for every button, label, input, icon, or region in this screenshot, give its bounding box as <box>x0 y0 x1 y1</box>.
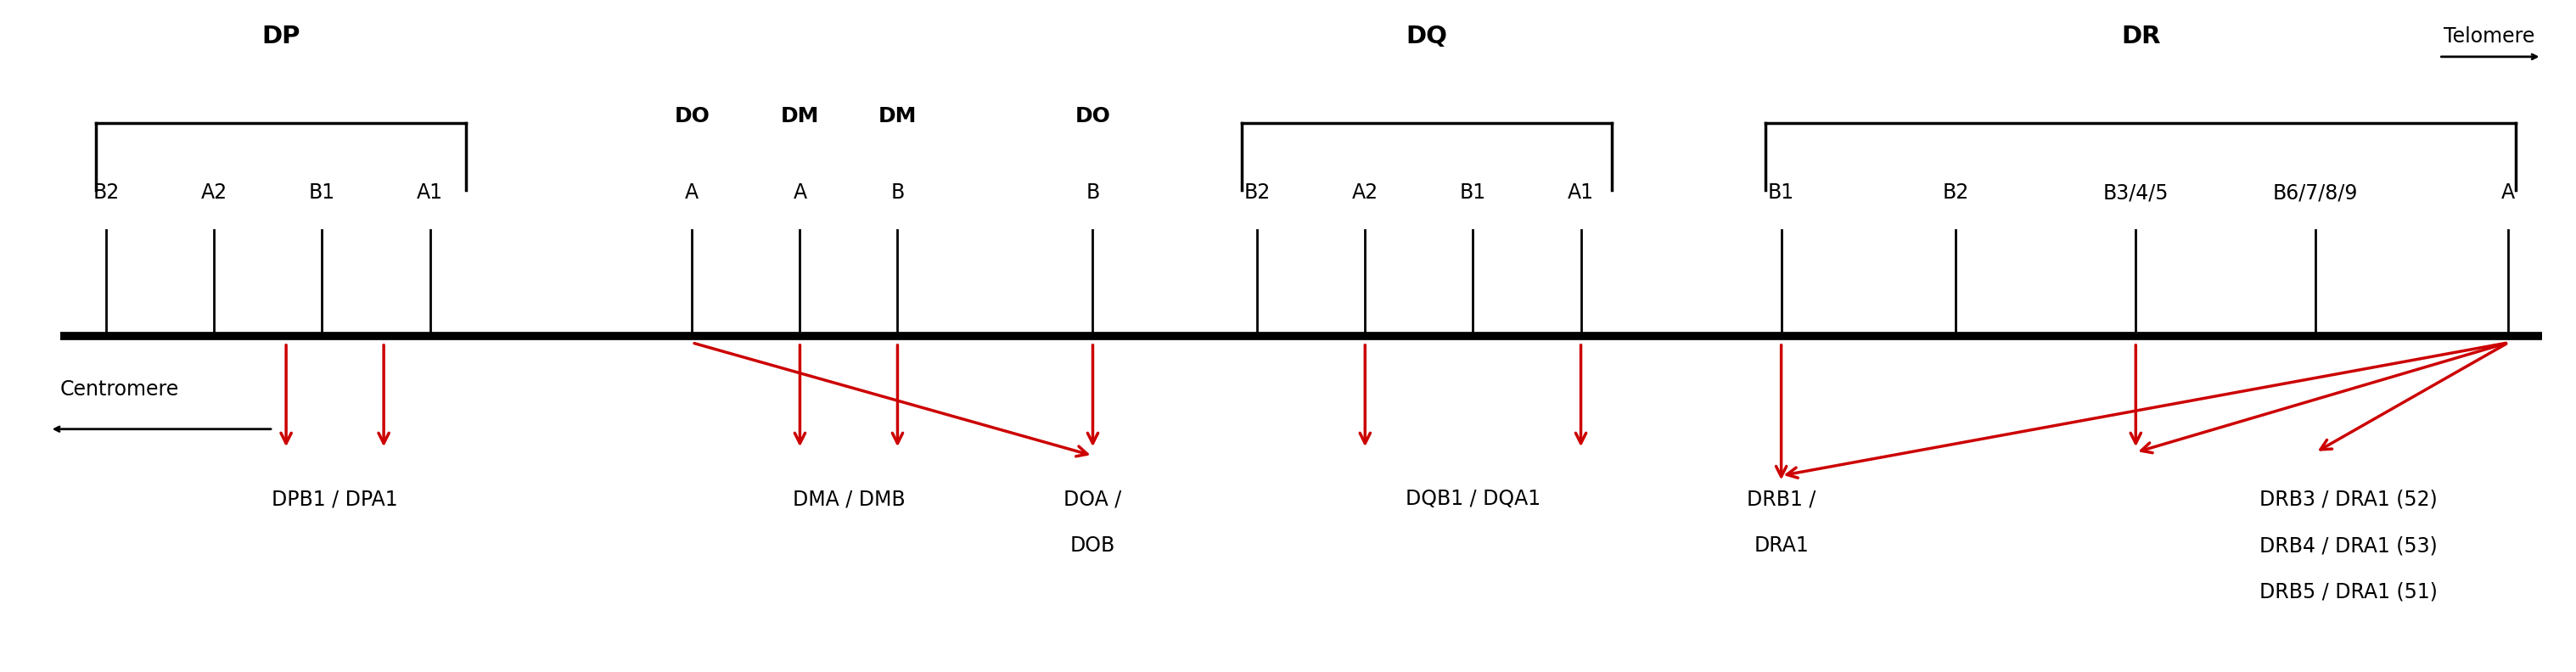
Text: Telomere: Telomere <box>2445 27 2535 47</box>
Text: DOA /: DOA / <box>1064 489 1121 509</box>
Text: B1: B1 <box>309 183 335 203</box>
Text: DRB4 / DRA1 (53): DRB4 / DRA1 (53) <box>2259 536 2437 556</box>
Text: DPB1 / DPA1: DPB1 / DPA1 <box>273 489 399 509</box>
Text: B2: B2 <box>93 183 118 203</box>
Text: B2: B2 <box>1244 183 1270 203</box>
Text: A: A <box>685 183 698 203</box>
Text: DR: DR <box>2120 25 2161 48</box>
Text: A: A <box>2501 183 2514 203</box>
Text: A1: A1 <box>1569 183 1595 203</box>
Text: DM: DM <box>878 106 917 127</box>
Text: DO: DO <box>675 106 711 127</box>
Text: DO: DO <box>1074 106 1110 127</box>
Text: B1: B1 <box>1767 183 1795 203</box>
Text: A2: A2 <box>201 183 227 203</box>
Text: A2: A2 <box>1352 183 1378 203</box>
Text: B6/7/8/9: B6/7/8/9 <box>2272 183 2357 203</box>
Text: B1: B1 <box>1461 183 1486 203</box>
Text: DP: DP <box>263 25 301 48</box>
Text: A: A <box>793 183 806 203</box>
Text: A1: A1 <box>417 183 443 203</box>
Text: DRB3 / DRA1 (52): DRB3 / DRA1 (52) <box>2259 489 2437 509</box>
Text: DRB1 /: DRB1 / <box>1747 489 1816 509</box>
Text: Centromere: Centromere <box>59 379 180 399</box>
Text: DOB: DOB <box>1069 536 1115 556</box>
Text: DRB5 / DRA1 (51): DRB5 / DRA1 (51) <box>2259 582 2437 602</box>
Text: B3/4/5: B3/4/5 <box>2102 183 2169 203</box>
Text: DM: DM <box>781 106 819 127</box>
Text: DMA / DMB: DMA / DMB <box>793 489 904 509</box>
Text: B2: B2 <box>1942 183 1968 203</box>
Text: DQ: DQ <box>1406 25 1448 48</box>
Text: DRA1: DRA1 <box>1754 536 1808 556</box>
Text: DQB1 / DQA1: DQB1 / DQA1 <box>1406 489 1540 509</box>
Text: B: B <box>1087 183 1100 203</box>
Text: B: B <box>891 183 904 203</box>
